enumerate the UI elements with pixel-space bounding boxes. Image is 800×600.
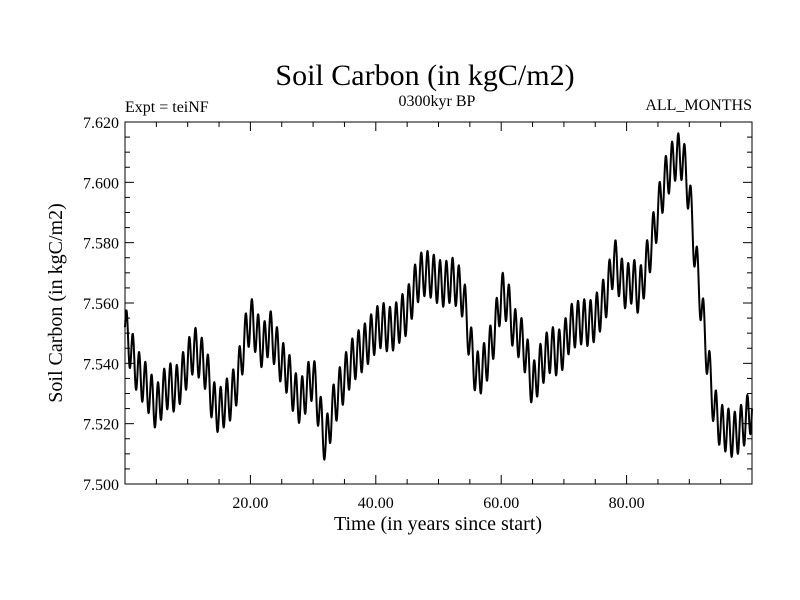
y-axis-label: Soil Carbon (in kgC/m2) — [45, 203, 67, 402]
x-tick-label: 60.00 — [483, 495, 519, 512]
plot-frame — [124, 121, 753, 485]
y-tick-label: 7.600 — [83, 175, 119, 192]
months-label: ALL_MONTHS — [645, 97, 752, 114]
y-tick-label: 7.540 — [83, 356, 119, 373]
period-label: 0300kyr BP — [399, 93, 476, 110]
y-tick-label: 7.560 — [83, 296, 119, 313]
y-tick-label: 7.580 — [83, 236, 119, 253]
y-tick-label: 7.520 — [83, 417, 119, 434]
chart-title: Soil Carbon (in kgC/m2) — [275, 59, 574, 92]
y-tick-label: 7.500 — [83, 477, 119, 494]
x-tick-label: 20.00 — [232, 495, 268, 512]
experiment-label: Expt = teiNF — [125, 99, 209, 116]
series-line — [124, 132, 753, 461]
x-axis-label: Time (in years since start) — [334, 513, 542, 535]
x-tick-label: 40.00 — [358, 495, 394, 512]
x-tick-label: 80.00 — [609, 495, 645, 512]
y-tick-label: 7.620 — [83, 115, 119, 132]
